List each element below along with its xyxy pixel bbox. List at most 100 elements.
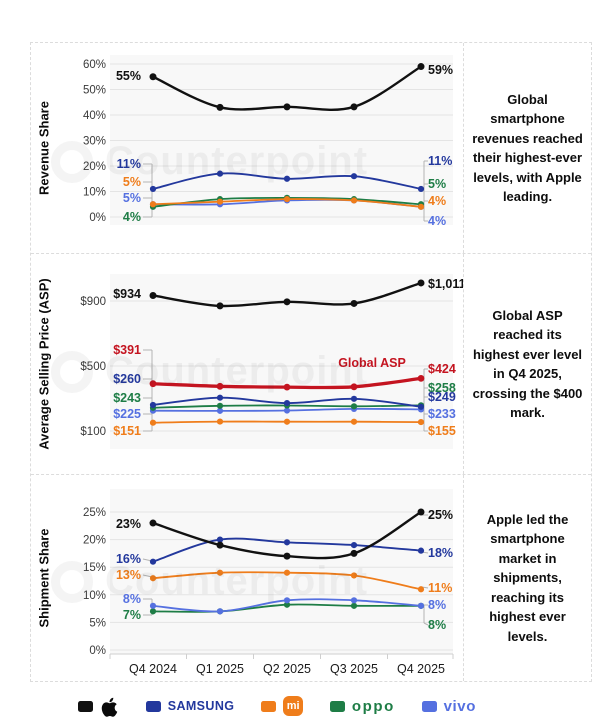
series-apple-point	[417, 63, 425, 71]
series-mi-point	[216, 198, 224, 205]
panel-note-asp: Global ASP reached its highest ever leve…	[463, 254, 591, 474]
series-apple-point	[216, 302, 224, 310]
x-tick-label: Q4 2024	[129, 662, 177, 676]
series-mi-point	[350, 572, 358, 579]
series-mi-point	[417, 203, 425, 210]
value-label: $249	[428, 390, 456, 404]
series-samsung-point	[149, 401, 157, 409]
series-vivo-point	[417, 602, 425, 609]
series-oppo-point	[216, 402, 224, 409]
value-label: 13%	[116, 568, 141, 582]
series-apple-point	[283, 103, 291, 111]
legend-item-vivo: vivo	[421, 698, 476, 715]
apple-logo-icon	[101, 697, 118, 717]
y-axis-title-container: Average Selling Price (ASP)	[31, 254, 57, 474]
x-tick-label: Q3 2025	[330, 662, 378, 676]
brand-legend: SAMSUNG mi oppo vivo	[78, 692, 476, 720]
series-mi-point	[350, 197, 358, 204]
mi-logo-icon: mi	[283, 696, 304, 716]
mi-legend-swatch	[261, 700, 277, 712]
series-samsung-point	[417, 185, 425, 193]
series-vivo-point	[149, 602, 157, 609]
value-label: $934	[113, 287, 141, 301]
series-apple-point	[283, 552, 291, 560]
series-apple-point	[216, 103, 224, 111]
y-axis-title: Shipment Share	[36, 528, 52, 628]
y-tick-label: 15%	[83, 562, 106, 574]
series-apple-point	[149, 291, 157, 299]
value-label: 5%	[123, 191, 141, 205]
series-samsung-point	[350, 542, 358, 549]
plot-area	[110, 489, 453, 654]
y-tick-label: 10%	[83, 590, 106, 602]
x-tick-label: Q1 2025	[196, 662, 244, 676]
series-apple-point	[149, 73, 157, 81]
value-label: 4%	[123, 210, 141, 224]
series-vivo-point	[216, 407, 224, 414]
asp-chart: $900 $500 $100 $934 $391 $260 $243 $225 $151 $1,0…	[80, 274, 463, 449]
series-vivo-point	[283, 407, 291, 414]
legend-item-mi: mi	[261, 696, 304, 716]
value-label: 8%	[428, 598, 446, 612]
value-label: $243	[113, 391, 141, 405]
series-samsung-point	[283, 175, 291, 182]
label-connector	[423, 622, 429, 626]
note-text: Apple led the smartphone market in shipm…	[486, 511, 569, 644]
series-mi-point	[350, 418, 358, 425]
note-text: Global smartphone revenues reached their…	[472, 91, 583, 205]
value-label: $424	[428, 362, 456, 376]
value-label: 11%	[117, 157, 141, 171]
value-label: $151	[113, 424, 141, 438]
oppo-legend-swatch	[329, 700, 345, 712]
y-tick-label: 20%	[83, 535, 106, 547]
y-axis-title-container: Shipment Share	[31, 475, 57, 681]
y-tick-label: 30%	[83, 136, 106, 148]
series-samsung-point	[417, 547, 425, 554]
series-oppo-point	[149, 608, 157, 615]
series-oppo-point	[350, 403, 358, 410]
y-tick-label: 10%	[83, 187, 106, 199]
series-mi-point	[417, 586, 425, 593]
series-mi-point	[149, 575, 157, 582]
series-mi-point	[283, 569, 291, 576]
series-apple-point	[350, 103, 358, 111]
series-mi-point	[283, 196, 291, 203]
value-label: 8%	[123, 592, 141, 606]
value-label: $1,011	[428, 277, 463, 291]
value-label: $260	[113, 372, 141, 386]
y-tick-label: 0%	[89, 645, 106, 657]
series-oppo-point	[283, 601, 291, 608]
series-global_asp-point	[350, 383, 358, 391]
panel-revenue-share: Revenue Share 60% 50% 40% 30% 20% 10% 0% 55% 11%…	[31, 43, 591, 254]
value-label: 18%	[428, 546, 453, 560]
series-mi-point	[283, 418, 291, 425]
y-tick-label: $900	[80, 296, 106, 308]
x-tick-label: Q2 2025	[263, 662, 311, 676]
samsung-wordmark: SAMSUNG	[167, 699, 235, 713]
panel-shipment-share: Shipment Share 25% 20% 15% 10% 5% 0% Q4 2024 Q1…	[31, 475, 591, 681]
series-samsung-point	[417, 403, 425, 410]
value-label: $155	[428, 424, 456, 438]
value-label: 11%	[428, 154, 452, 168]
series-apple-point	[417, 508, 425, 516]
value-label: 7%	[123, 608, 141, 622]
y-tick-label: 0%	[89, 212, 106, 224]
panel-asp: Average Selling Price (ASP) $900 $500 $100…	[31, 254, 591, 475]
series-oppo-point	[350, 602, 358, 609]
x-tick-label: Q4 2025	[397, 662, 445, 676]
series-mi-point	[149, 419, 157, 426]
y-tick-label: 50%	[83, 85, 106, 97]
series-global_asp-point	[283, 383, 291, 391]
series-mi-point	[149, 201, 157, 208]
value-label: $233	[428, 407, 456, 421]
series-mi-point	[216, 569, 224, 576]
y-axis-title-container: Revenue Share	[31, 43, 57, 253]
series-samsung-point	[149, 558, 157, 565]
note-text: Global ASP reached its highest ever leve…	[472, 307, 583, 421]
y-axis-title: Average Selling Price (ASP)	[36, 278, 52, 450]
series-apple-point	[350, 299, 358, 307]
value-label: $391	[113, 343, 141, 357]
value-label: 59%	[428, 63, 453, 77]
series-apple-point	[149, 519, 157, 527]
